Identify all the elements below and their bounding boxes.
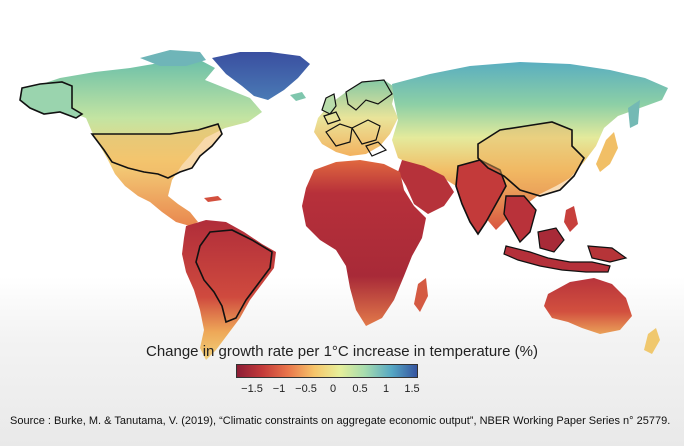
- japan-region: [596, 132, 618, 172]
- colorbar-tick: −1: [272, 383, 286, 395]
- kamchatka-region: [628, 100, 640, 128]
- colorbar-tick: 0.5: [352, 383, 368, 395]
- colorbar-tick: 0: [329, 383, 337, 395]
- usa-outline: [90, 123, 223, 179]
- greenland-region: [212, 52, 310, 100]
- brazil-outline: [195, 229, 273, 324]
- colorbar-tick: 1: [382, 383, 390, 395]
- colorbar-title: Change in growth rate per 1°C increase i…: [145, 343, 539, 360]
- africa-region: [302, 160, 426, 326]
- arabia-region: [398, 160, 454, 214]
- europe-country-borders: [323, 79, 393, 157]
- colorbar-tick: 1.5: [404, 383, 420, 395]
- caribbean-islands: [204, 196, 222, 202]
- borneo-region: [537, 227, 565, 253]
- philippines-region: [564, 206, 578, 232]
- india-region: [455, 159, 507, 236]
- source-citation: Source : Burke, M. & Tanutama, V. (2019)…: [10, 415, 671, 427]
- new-guinea-region: [587, 245, 628, 263]
- south-america-region: [182, 220, 276, 360]
- europe-region: [314, 80, 398, 156]
- china-outline: [477, 121, 585, 197]
- colorbar-tick: −0.5: [295, 383, 317, 395]
- arctic-islands: [140, 50, 206, 66]
- uk-region: [321, 93, 337, 115]
- colorbar: [236, 364, 418, 378]
- new-zealand-region: [644, 328, 660, 354]
- madagascar-region: [414, 278, 428, 312]
- iceland-region: [290, 92, 306, 101]
- alaska-region: [19, 81, 84, 119]
- southeast-asia-region: [503, 195, 537, 244]
- australia-region: [544, 278, 632, 334]
- colorbar-tick: −1.5: [241, 383, 263, 395]
- indonesia-region: [503, 245, 611, 273]
